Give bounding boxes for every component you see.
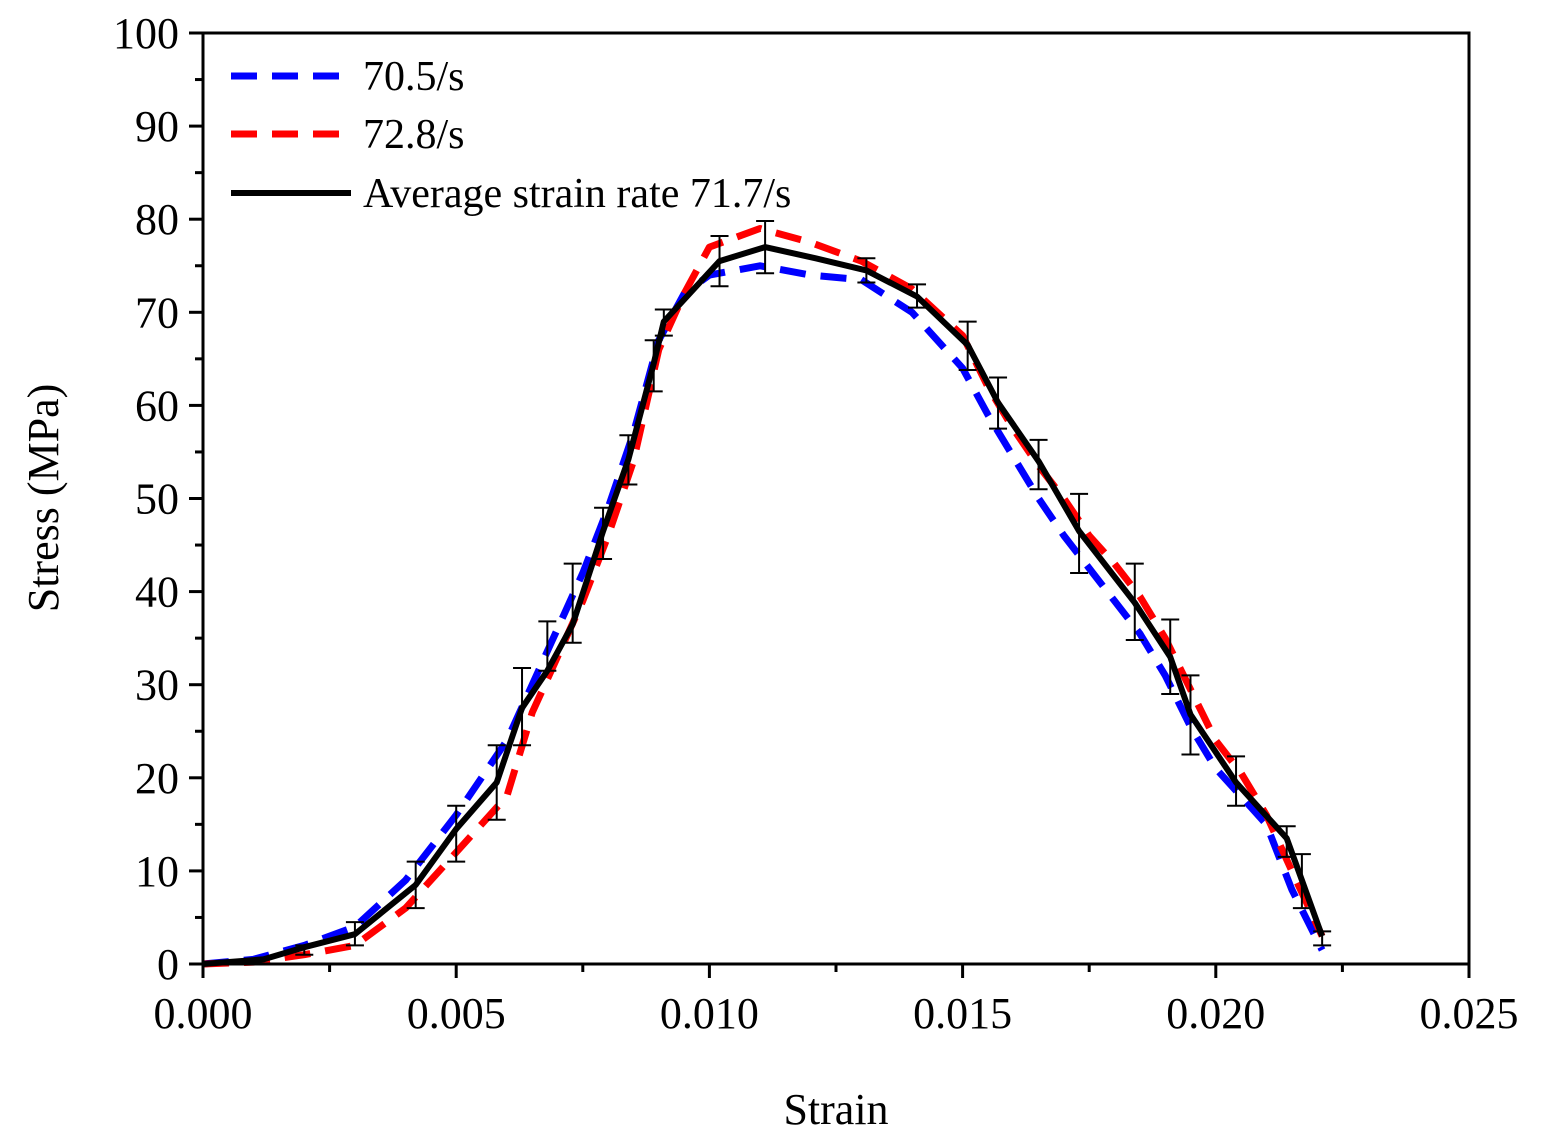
y-tick-label: 10 [135,847,179,896]
legend-label-0: 70.5/s [363,54,465,100]
y-tick-label: 70 [135,288,179,337]
legend: 70.5/s 72.8/s Average strain rate 71.7/s [231,54,791,217]
y-tick-label: 80 [135,195,179,244]
y-tick-label: 0 [157,940,179,989]
series-line-0 [202,262,1326,968]
x-tick-label: 0.020 [1166,989,1265,1038]
x-tick-label: 0.010 [660,989,759,1038]
series-layer [202,225,1326,968]
y-tick-label: 40 [135,568,179,617]
series-line-2 [202,244,1325,967]
legend-label-1: 72.8/s [363,112,465,158]
y-tick-label: 20 [135,754,179,803]
error-bar-layer [295,220,1332,956]
y-tick-label: 90 [135,102,179,151]
y-tick-label: 30 [135,661,179,710]
y-tick-label: 100 [113,9,179,58]
legend-label-2: Average strain rate 71.7/s [363,171,791,217]
ticks-layer [189,31,1471,978]
series-line-1 [202,225,1326,968]
x-axis-title: Strain [783,1085,888,1134]
x-tick-label: 0.000 [154,989,253,1038]
y-tick-label: 50 [135,475,179,524]
tick-label-layer: 0.000 0.005 0.010 0.015 0.020 0.025 0 10 20 30 40 5… [113,9,1519,1038]
x-tick-label: 0.015 [913,989,1012,1038]
y-axis-title: Stress (MPa) [19,384,68,613]
x-tick-label: 0.005 [407,989,506,1038]
y-tick-label: 60 [135,381,179,430]
x-tick-label: 0.025 [1420,989,1519,1038]
